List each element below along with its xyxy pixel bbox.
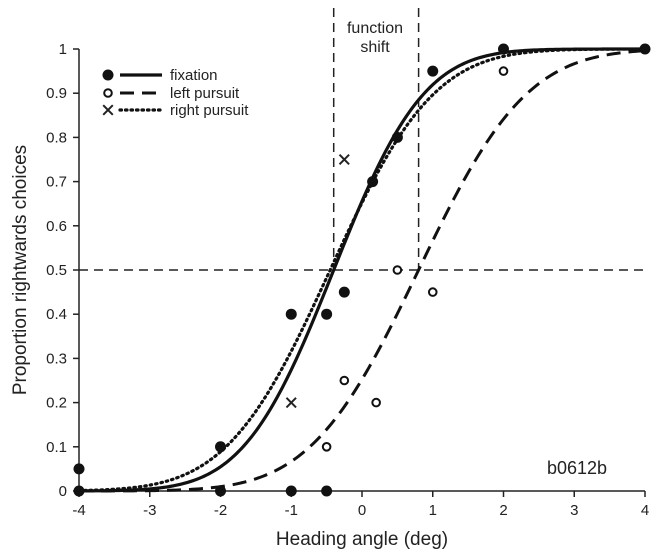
x-tick-label: 4 (641, 502, 649, 519)
legend-label-left-pursuit: left pursuit (170, 85, 240, 102)
reference-lines (79, 8, 645, 271)
function-shift-label-line1: function (347, 20, 403, 37)
data-point-fixation (285, 485, 297, 497)
legend-marker-fixation (102, 69, 114, 81)
function-shift-label-line2: shift (360, 39, 390, 56)
y-tick-label: 0.1 (46, 439, 67, 456)
y-tick-label: 0.9 (46, 85, 67, 102)
data-point-left-pursuit (392, 265, 403, 275)
legend-label-right-pursuit: right pursuit (170, 102, 249, 119)
data-point-left-pursuit (371, 397, 381, 408)
data-point-fixation (321, 308, 333, 320)
x-axis-title: Heading angle (deg) (276, 529, 448, 550)
x-tick-label: -2 (214, 502, 227, 519)
y-tick-label: 0.3 (46, 350, 67, 367)
legend-marker-right-pursuit (102, 104, 114, 116)
data-point-right-pursuit-stroke (338, 153, 350, 166)
y-tick-label: 0.7 (46, 174, 67, 191)
data-point-fixation (321, 485, 333, 497)
fit-curve-left-pursuit (78, 49, 646, 493)
data-point-fixation (391, 131, 403, 143)
x-tick-label: 0 (358, 502, 366, 519)
y-tick-label: 0.2 (46, 395, 67, 412)
data-point-fixation (73, 463, 85, 475)
data-point-left-pursuit (427, 287, 438, 297)
x-tick-label: 3 (570, 502, 578, 519)
data-point-fixation (367, 176, 379, 188)
y-tick-label: 1 (59, 41, 67, 58)
data-point-left-pursuit (339, 375, 350, 386)
x-tick-label: -4 (72, 502, 85, 519)
data-point-fixation (285, 308, 297, 320)
data-point-right-pursuit (338, 153, 350, 166)
plot-code-label: b0612b (547, 458, 607, 478)
data-point-left-pursuit (321, 442, 332, 452)
data-point-fixation (215, 441, 226, 453)
data-point-fixation (639, 43, 651, 55)
data-point-fixation (215, 485, 226, 497)
data-point-left-pursuit (498, 66, 509, 76)
legend-marker-left-pursuit (103, 88, 113, 98)
x-tick-label: 2 (499, 502, 507, 519)
data-point-fixation (498, 43, 509, 55)
data-point-right-pursuit (285, 397, 297, 409)
legend-label-fixation: fixation (170, 67, 218, 84)
data-point-fixation (338, 286, 350, 298)
y-tick-label: 0 (59, 483, 67, 500)
y-tick-label: 0.6 (46, 218, 67, 235)
y-tick-label: 0.4 (46, 306, 67, 323)
data-markers (73, 43, 651, 497)
data-point-fixation (73, 485, 85, 497)
x-tick-label: -1 (285, 502, 298, 519)
y-tick-label: 0.5 (46, 262, 67, 279)
data-point-right-pursuit-stroke (285, 397, 297, 409)
x-tick-label: -3 (143, 502, 156, 519)
y-tick-label: 0.8 (46, 129, 67, 146)
axes: -4 -3 -2 -1 0 1 2 3 4 0 0.1 0.2 0.3 0.4 0.5 0.6 0.7 0.8 0.… (46, 41, 649, 519)
legend-marker-right-pursuit-stroke (102, 104, 114, 116)
data-point-fixation (427, 65, 439, 77)
y-axis-title: Proportion rightwards choices (10, 145, 31, 395)
fit-curve-right-pursuit (77, 47, 647, 493)
x-tick-label: 1 (429, 502, 437, 519)
fit-curves (77, 47, 647, 493)
